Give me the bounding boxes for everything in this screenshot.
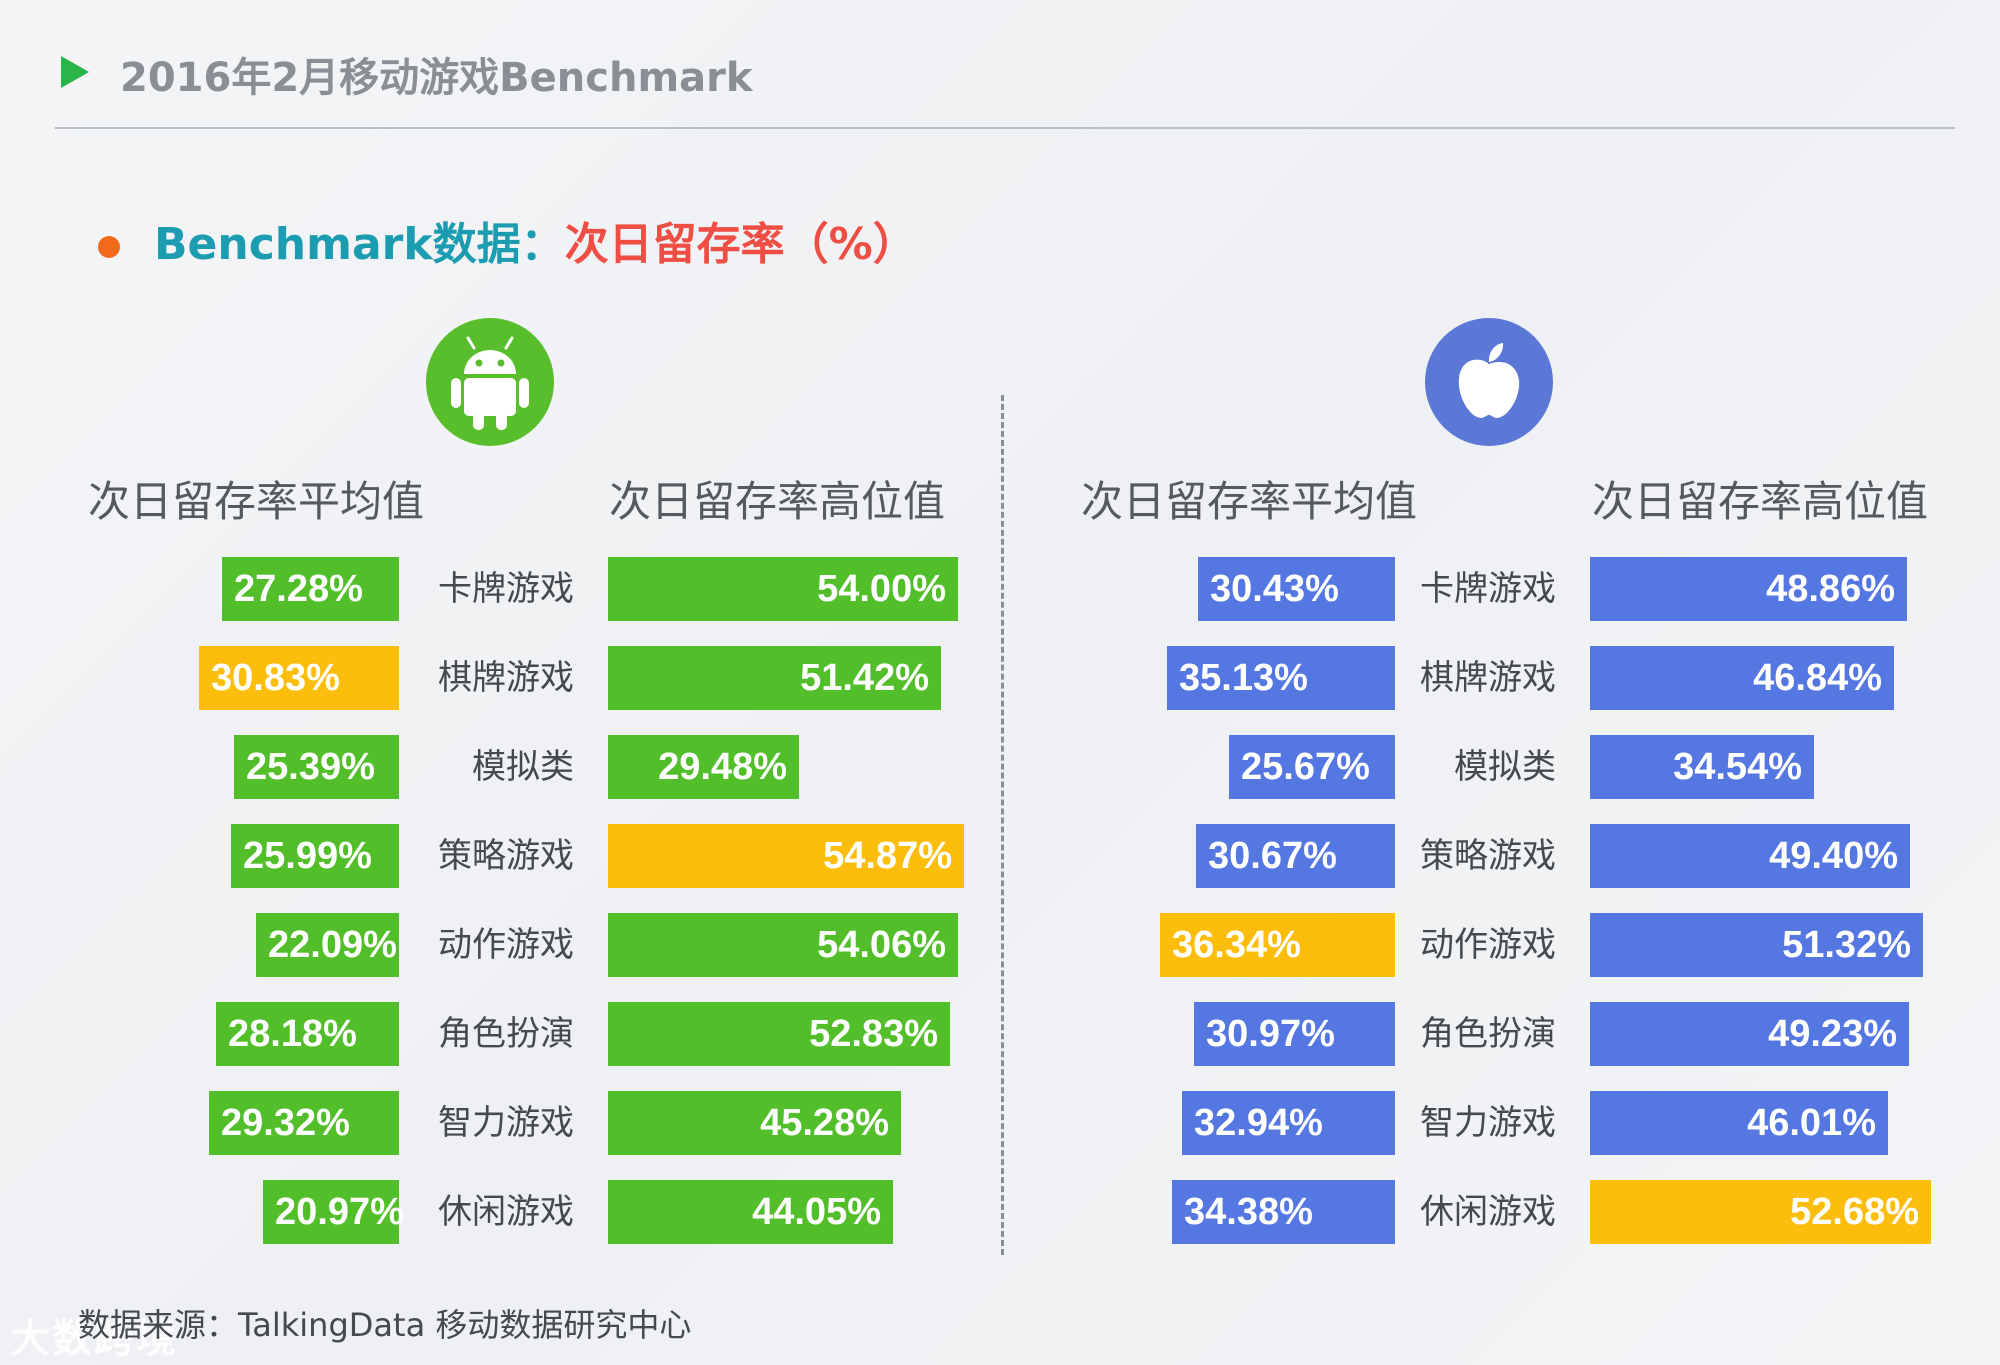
ios-high-bar: 48.86% <box>1590 557 1907 621</box>
bullet-dot-icon <box>98 236 120 258</box>
android-high-value-label: 54.87% <box>823 835 952 877</box>
ios-high-value-label: 34.54% <box>1673 746 1802 788</box>
ios-avg-value-label: 30.97% <box>1206 1013 1335 1055</box>
section-title-prefix: Benchmark数据： <box>154 219 565 270</box>
android-avg-bar: 22.09% <box>256 913 399 977</box>
ios-high-value-label: 51.32% <box>1782 924 1911 966</box>
android-category-label: 角色扮演 <box>438 1014 574 1054</box>
ios-avg-bar: 30.67% <box>1196 824 1395 888</box>
ios-category-label: 休闲游戏 <box>1420 1192 1556 1232</box>
android-avg-bar: 25.99% <box>231 824 399 888</box>
android-high-bar: 54.00% <box>608 557 958 621</box>
android-high-value-label: 54.06% <box>817 924 946 966</box>
ios-high-value-label: 46.01% <box>1747 1102 1876 1144</box>
android-high-bar: 44.05% <box>608 1180 893 1244</box>
section-title-metric: 次日留存率（%） <box>564 219 917 270</box>
ios-high-bar: 34.54% <box>1590 735 1814 799</box>
ios-avg-bar: 30.43% <box>1198 557 1395 621</box>
ios-high-bar: 46.01% <box>1590 1091 1888 1155</box>
ios-avg-value-label: 36.34% <box>1172 924 1301 966</box>
watermark: 大数跨境 <box>10 1316 178 1362</box>
android-high-bar: 29.48% <box>608 735 799 799</box>
android-category-label: 棋牌游戏 <box>438 658 574 698</box>
ios-category-label: 动作游戏 <box>1420 925 1556 965</box>
android-category-label: 动作游戏 <box>438 925 574 965</box>
header-divider <box>55 127 1955 129</box>
ios-avg-value-label: 30.43% <box>1210 568 1339 610</box>
android-avg-bar: 20.97% <box>263 1180 404 1244</box>
android-high-value-label: 52.83% <box>809 1013 938 1055</box>
ios-avg-value-label: 34.38% <box>1184 1191 1313 1233</box>
android-avg-value-label: 28.18% <box>228 1013 357 1055</box>
android-avg-bar: 27.28% <box>222 557 399 621</box>
ios-avg-bar: 36.34% <box>1160 913 1395 977</box>
android-high-header: 次日留存率高位值 <box>609 477 946 526</box>
ios-avg-value-label: 25.67% <box>1241 746 1370 788</box>
ios-category-label: 策略游戏 <box>1420 836 1556 876</box>
android-category-label: 策略游戏 <box>438 836 574 876</box>
ios-high-header: 次日留存率高位值 <box>1592 477 1929 526</box>
ios-high-value-label: 52.68% <box>1790 1191 1919 1233</box>
android-high-value-label: 45.28% <box>760 1102 889 1144</box>
android-avg-value-label: 22.09% <box>268 924 397 966</box>
android-high-bar: 54.87% <box>608 824 964 888</box>
ios-avg-header: 次日留存率平均值 <box>1081 477 1418 526</box>
android-avg-value-label: 29.32% <box>221 1102 350 1144</box>
source-note: 数据来源：TalkingData 移动数据研究中心 <box>78 1306 692 1344</box>
android-avg-bar: 29.32% <box>209 1091 399 1155</box>
ios-category-label: 卡牌游戏 <box>1420 569 1556 609</box>
android-high-value-label: 54.00% <box>817 568 946 610</box>
ios-avg-value-label: 32.94% <box>1194 1102 1323 1144</box>
android-high-bar: 54.06% <box>608 913 958 977</box>
ios-high-value-label: 46.84% <box>1753 657 1882 699</box>
ios-avg-bar: 32.94% <box>1182 1091 1395 1155</box>
android-high-bar: 51.42% <box>608 646 941 710</box>
ios-category-label: 模拟类 <box>1454 747 1556 787</box>
android-high-value-label: 44.05% <box>752 1191 881 1233</box>
ios-high-value-label: 49.40% <box>1769 835 1898 877</box>
android-category-label: 休闲游戏 <box>438 1192 574 1232</box>
android-avg-bar: 25.39% <box>234 735 399 799</box>
ios-high-bar: 51.32% <box>1590 913 1923 977</box>
ios-high-bar: 49.23% <box>1590 1002 1909 1066</box>
android-high-value-label: 29.48% <box>658 746 787 788</box>
android-high-bar: 52.83% <box>608 1002 950 1066</box>
android-avg-value-label: 20.97% <box>275 1191 404 1233</box>
ios-high-value-label: 48.86% <box>1766 568 1895 610</box>
android-avg-value-label: 25.39% <box>246 746 375 788</box>
ios-high-bar: 46.84% <box>1590 646 1894 710</box>
platform-divider <box>1001 395 1004 1255</box>
ios-category-label: 棋牌游戏 <box>1420 658 1556 698</box>
android-category-label: 卡牌游戏 <box>438 569 574 609</box>
android-category-label: 智力游戏 <box>438 1103 574 1143</box>
play-triangle-icon <box>61 56 89 88</box>
android-high-value-label: 51.42% <box>800 657 929 699</box>
ios-high-value-label: 49.23% <box>1768 1013 1897 1055</box>
section-title: Benchmark数据：次日留存率（%） <box>98 208 917 272</box>
android-avg-bar: 28.18% <box>216 1002 399 1066</box>
apple-icon <box>1425 318 1553 446</box>
slide-title: 2016年2月移动游戏Benchmark <box>120 55 753 101</box>
android-high-bar: 45.28% <box>608 1091 901 1155</box>
ios-avg-value-label: 30.67% <box>1208 835 1337 877</box>
android-avg-bar: 30.83% <box>199 646 399 710</box>
android-category-label: 模拟类 <box>472 747 574 787</box>
android-icon <box>426 318 554 446</box>
ios-high-bar: 49.40% <box>1590 824 1910 888</box>
android-avg-header: 次日留存率平均值 <box>88 477 425 526</box>
ios-category-label: 智力游戏 <box>1420 1103 1556 1143</box>
ios-category-label: 角色扮演 <box>1420 1014 1556 1054</box>
ios-avg-bar: 34.38% <box>1172 1180 1395 1244</box>
android-avg-value-label: 25.99% <box>243 835 372 877</box>
ios-avg-value-label: 35.13% <box>1179 657 1308 699</box>
android-avg-value-label: 27.28% <box>234 568 363 610</box>
android-avg-value-label: 30.83% <box>211 657 340 699</box>
ios-avg-bar: 30.97% <box>1194 1002 1395 1066</box>
ios-avg-bar: 35.13% <box>1167 646 1395 710</box>
ios-avg-bar: 25.67% <box>1229 735 1395 799</box>
ios-high-bar: 52.68% <box>1590 1180 1931 1244</box>
